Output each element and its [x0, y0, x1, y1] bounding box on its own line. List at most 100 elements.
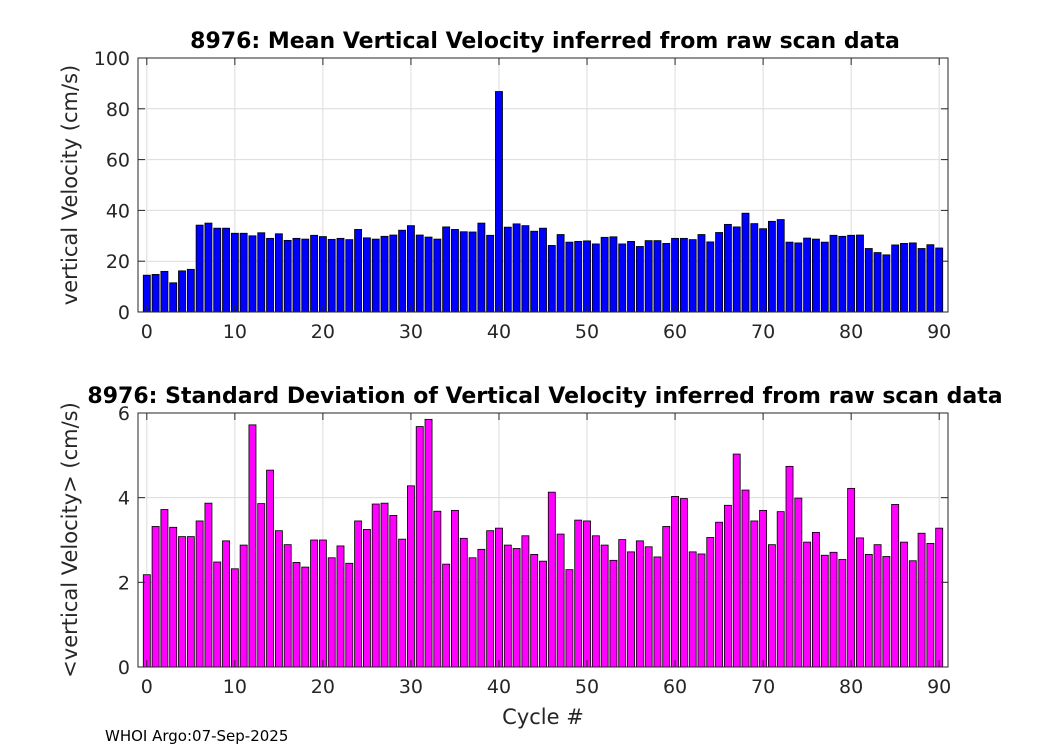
bar	[486, 530, 495, 668]
bar	[283, 544, 292, 668]
bar	[530, 230, 539, 313]
chart-title: 8976: Mean Vertical Velocity inferred fr…	[190, 29, 900, 54]
bar	[803, 237, 812, 313]
bar	[327, 238, 336, 313]
bar	[679, 237, 688, 313]
bar	[908, 560, 917, 668]
y-tick-label: 0	[118, 657, 130, 679]
bar	[688, 239, 697, 313]
bar	[882, 556, 891, 668]
bar	[415, 426, 424, 668]
bar	[459, 537, 468, 668]
bar	[178, 536, 186, 668]
y-tick-label: 20	[106, 251, 130, 273]
bar	[741, 489, 750, 668]
bar	[935, 527, 944, 668]
bar	[776, 219, 785, 313]
footer-credit: WHOI Argo:07-Sep-2025	[105, 727, 288, 745]
bar	[477, 222, 486, 313]
axes-frame	[137, 57, 949, 313]
x-tick-label: 90	[927, 676, 951, 698]
bar	[785, 241, 794, 313]
bar	[715, 232, 724, 313]
bar	[539, 227, 547, 313]
bar	[697, 234, 706, 313]
bar	[794, 242, 803, 313]
x-tick-label: 20	[311, 676, 335, 698]
std-velocity-chart: 0 10 20 30 40 50 60 70 80 90 0 2 4 6 <vertical Velocit…	[58, 384, 1003, 729]
bar	[495, 527, 503, 668]
bar	[380, 235, 389, 313]
bar	[688, 551, 697, 668]
y-tick-label: 40	[106, 200, 130, 222]
bar	[671, 495, 679, 668]
bar	[767, 544, 776, 668]
bar	[160, 270, 169, 313]
x-tick-label: 30	[399, 321, 423, 343]
bar	[547, 245, 556, 313]
bar	[398, 229, 407, 313]
bar	[662, 526, 671, 668]
bar	[160, 509, 169, 668]
bar	[556, 234, 565, 313]
bar	[222, 540, 230, 668]
bar	[301, 238, 310, 313]
bar	[424, 418, 433, 668]
bar	[926, 542, 935, 668]
bar	[257, 232, 266, 313]
axes-frame	[137, 412, 949, 668]
bar	[389, 515, 398, 668]
bar	[794, 497, 803, 668]
bar	[618, 243, 627, 313]
x-tick-label: 70	[751, 321, 775, 343]
bar	[759, 509, 768, 668]
bar	[539, 560, 547, 668]
bar	[248, 235, 257, 313]
bar	[433, 238, 442, 313]
bar	[178, 270, 186, 313]
bar	[723, 504, 732, 668]
bar	[239, 232, 248, 313]
bar	[803, 541, 812, 668]
bar	[266, 237, 274, 313]
bar	[574, 519, 583, 668]
bar	[283, 239, 292, 313]
bar	[415, 234, 424, 313]
bar	[679, 498, 688, 668]
bar	[310, 539, 319, 668]
bar	[856, 537, 864, 668]
bar	[195, 520, 204, 668]
bar	[495, 91, 503, 313]
bar	[336, 237, 345, 313]
bar	[600, 236, 609, 313]
bar	[318, 236, 327, 313]
bar	[785, 465, 794, 668]
bar	[169, 282, 178, 313]
bar	[750, 223, 759, 313]
bar	[565, 569, 574, 668]
x-tick-label: 0	[141, 676, 153, 698]
bar	[222, 227, 230, 313]
bar	[627, 551, 635, 668]
bar	[468, 231, 477, 313]
chart-title: 8976: Standard Deviation of Vertical Vel…	[87, 384, 1002, 409]
bar	[864, 248, 873, 313]
y-tick-label: 80	[106, 99, 130, 121]
bar	[257, 503, 266, 668]
bar	[345, 562, 354, 668]
bar	[151, 274, 160, 313]
bar	[142, 574, 151, 668]
y-tick-label: 60	[106, 150, 130, 172]
bar	[741, 212, 750, 313]
bar	[556, 533, 565, 668]
bar	[195, 224, 204, 313]
bar	[407, 225, 415, 313]
bar	[891, 244, 900, 313]
bar	[829, 551, 838, 668]
x-tick-label: 60	[663, 321, 687, 343]
bar	[248, 424, 257, 668]
y-tick-label: 2	[118, 572, 130, 594]
bar	[864, 553, 873, 668]
bar	[503, 544, 512, 668]
x-tick-label: 10	[223, 676, 247, 698]
